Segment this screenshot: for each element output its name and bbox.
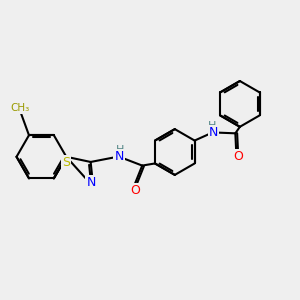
Text: O: O: [130, 184, 140, 197]
Text: N: N: [115, 151, 124, 164]
Text: H: H: [116, 145, 124, 155]
Text: N: N: [86, 176, 96, 189]
Text: N: N: [209, 126, 218, 140]
Text: H: H: [208, 121, 216, 131]
Text: S: S: [62, 156, 70, 169]
Text: O: O: [233, 150, 243, 163]
Text: CH₃: CH₃: [10, 103, 29, 113]
